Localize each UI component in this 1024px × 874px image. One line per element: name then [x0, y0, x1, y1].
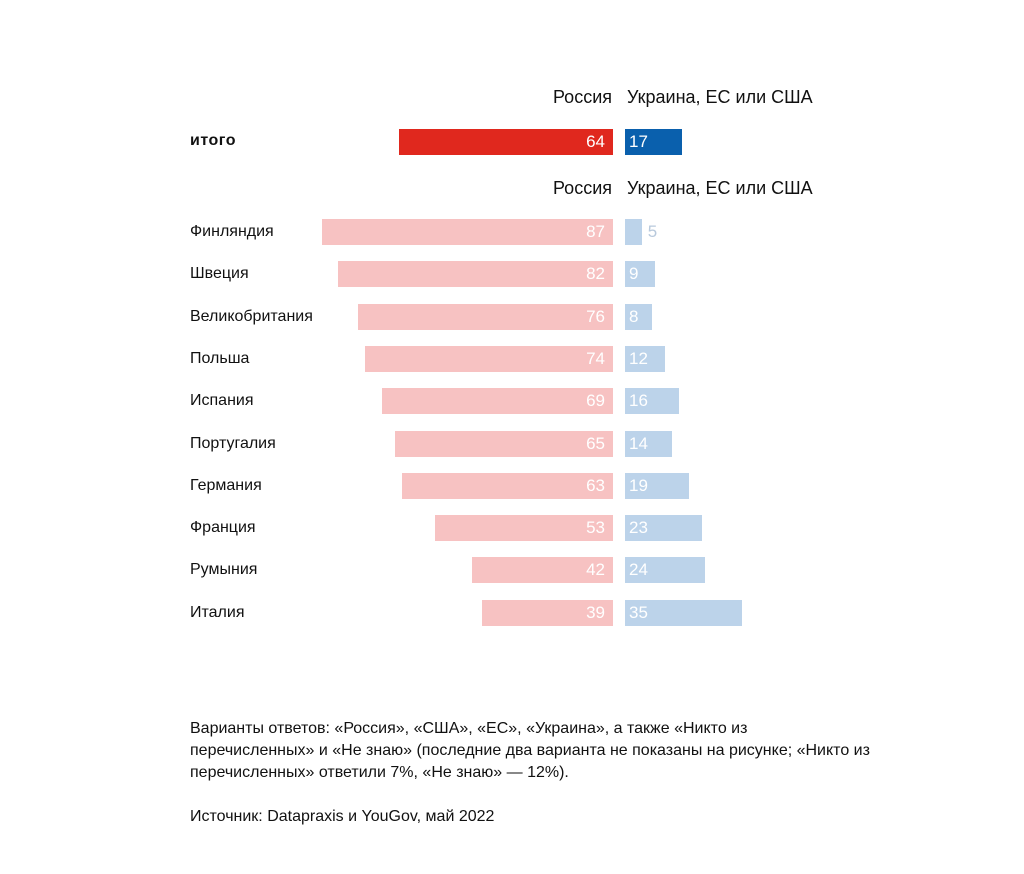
country-6-ukraine-value: 19 — [629, 475, 648, 495]
country-4-ukraine-bar — [625, 388, 679, 415]
country-7-ukraine-bar — [625, 515, 703, 542]
country-2-ukraine-value: 8 — [629, 306, 639, 326]
country-label: Португалия — [190, 434, 276, 452]
legend-russia-top: Россия — [552, 87, 612, 107]
note-answers: Варианты ответов: «Россия», «США», «ЕС»,… — [190, 720, 870, 781]
country-1-russia-bar — [338, 261, 613, 288]
country-0-russia-value: 87 — [586, 222, 605, 241]
country-label: Великобритания — [190, 307, 313, 325]
country-label: Франция — [190, 519, 256, 537]
legend-ukraine: Украина, ЕС или США — [627, 178, 813, 198]
country-8-ukraine-bar — [625, 557, 706, 584]
total-russia-bar — [398, 129, 613, 155]
country-9-russia-bar — [482, 599, 613, 626]
country-4-russia-value: 69 — [586, 391, 605, 411]
country-0-russia-bar — [321, 219, 613, 245]
country-2-russia-bar — [358, 303, 613, 330]
country-0-ukraine-bar — [625, 219, 642, 245]
country-9-russia-value: 39 — [586, 602, 605, 622]
country-label: Швеция — [190, 265, 249, 283]
country-label: Румыния — [190, 561, 258, 579]
country-1-ukraine-bar — [625, 261, 656, 288]
country-8-russia-bar — [472, 557, 613, 584]
country-label: Испания — [190, 392, 254, 410]
country-2-ukraine-bar — [625, 303, 652, 330]
country-0-ukraine-value: 5 — [647, 222, 658, 241]
country-3-russia-bar — [365, 345, 613, 372]
country-2-russia-value: 76 — [586, 306, 605, 326]
country-label: Финляндия — [190, 223, 274, 240]
country-1-russia-value: 82 — [586, 264, 605, 284]
country-6-ukraine-bar — [625, 472, 689, 499]
total-label: итого — [190, 132, 236, 149]
country-5-russia-value: 65 — [586, 433, 605, 453]
country-5-ukraine-value: 14 — [629, 433, 648, 453]
legend-ukraine-top: Украина, ЕС или США — [627, 87, 813, 107]
country-7-russia-bar — [435, 515, 613, 542]
country-7-ukraine-value: 23 — [629, 518, 648, 538]
note-source: Источник: Datapraxis и YouGov, май 2022 — [190, 808, 495, 825]
country-8-russia-value: 42 — [586, 560, 605, 580]
country-5-ukraine-bar — [625, 430, 672, 457]
total-ukraine-bar — [625, 129, 682, 155]
country-7-russia-value: 53 — [586, 518, 605, 538]
country-4-russia-bar — [381, 388, 613, 415]
country-5-russia-bar — [395, 430, 613, 457]
country-6-russia-value: 63 — [586, 475, 605, 495]
country-label: Германия — [190, 476, 262, 494]
country-3-russia-value: 74 — [586, 348, 605, 368]
country-8-ukraine-value: 24 — [629, 560, 648, 580]
country-label: Италия — [190, 603, 245, 621]
country-3-ukraine-value: 12 — [629, 348, 648, 368]
total-ukraine-value: 17 — [629, 132, 648, 151]
legend-russia: Россия — [552, 178, 612, 198]
country-9-ukraine-bar — [625, 599, 743, 626]
country-6-russia-bar — [401, 472, 613, 499]
country-3-ukraine-bar — [625, 345, 666, 372]
total-russia-value: 64 — [586, 132, 605, 151]
country-4-ukraine-value: 16 — [629, 391, 648, 411]
country-1-ukraine-value: 9 — [629, 264, 639, 284]
country-label: Польша — [190, 349, 250, 367]
country-9-ukraine-value: 35 — [629, 602, 648, 622]
